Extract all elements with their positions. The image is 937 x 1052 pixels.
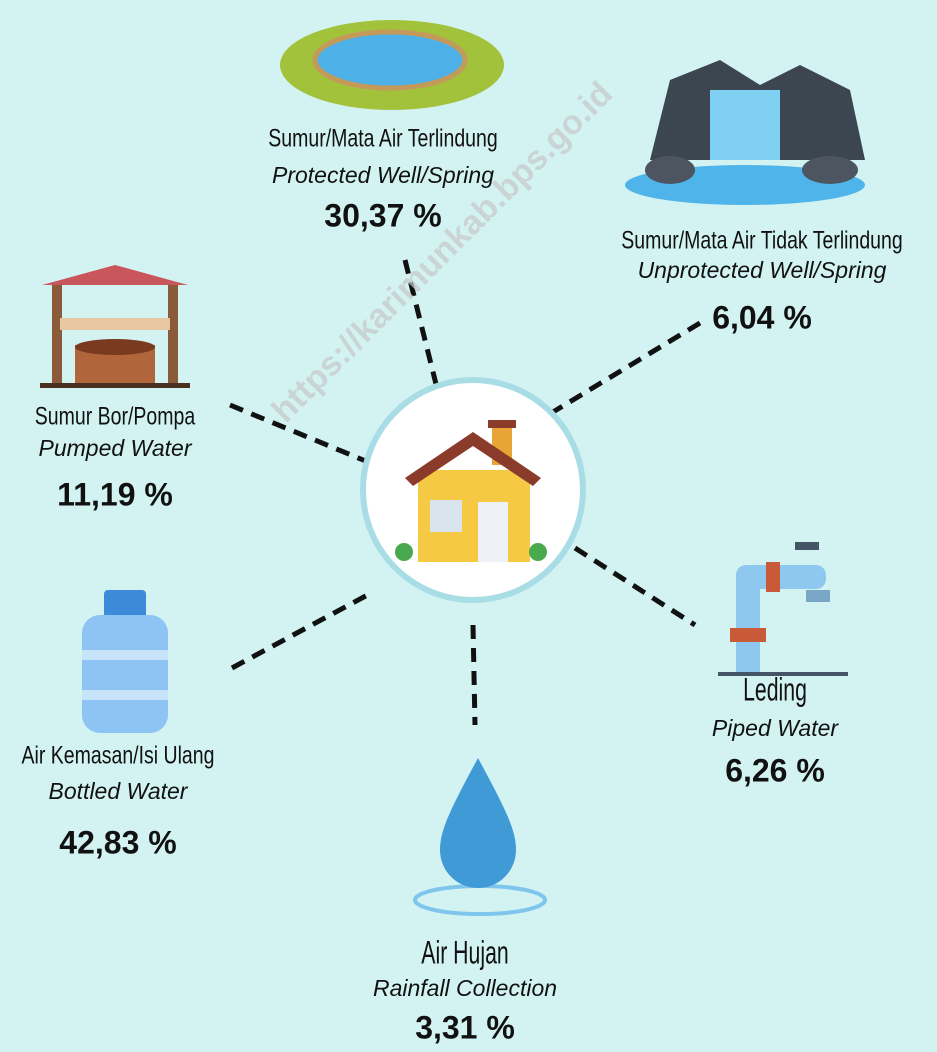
label-id: Air Hujan <box>421 934 508 970</box>
label-en: Unprotected Well/Spring <box>638 257 887 283</box>
label-en: Piped Water <box>712 715 839 741</box>
label-id: Air Kemasan/Isi Ulang <box>22 742 215 770</box>
value: 42,83 % <box>59 824 176 860</box>
label-id: Sumur/Mata Air Terlindung <box>268 125 497 153</box>
infographic: https://karimunkab.bps.go.id Sumur/Mata … <box>0 0 937 1052</box>
label-id: Sumur/Mata Air Tidak Terlindung <box>621 227 902 255</box>
house-icon <box>363 380 583 600</box>
label-en: Pumped Water <box>39 435 193 461</box>
value: 30,37 % <box>324 197 441 233</box>
pond-icon <box>280 20 504 110</box>
value: 11,19 % <box>57 476 173 512</box>
value: 6,26 % <box>725 752 825 788</box>
label-id: Sumur Bor/Pompa <box>35 403 195 431</box>
label-en: Protected Well/Spring <box>272 162 494 188</box>
label-id: Leding <box>743 671 807 707</box>
value: 3,31 % <box>415 1009 515 1045</box>
label-en: Rainfall Collection <box>373 975 557 1001</box>
label-en: Bottled Water <box>49 778 189 804</box>
value: 6,04 % <box>712 299 812 335</box>
